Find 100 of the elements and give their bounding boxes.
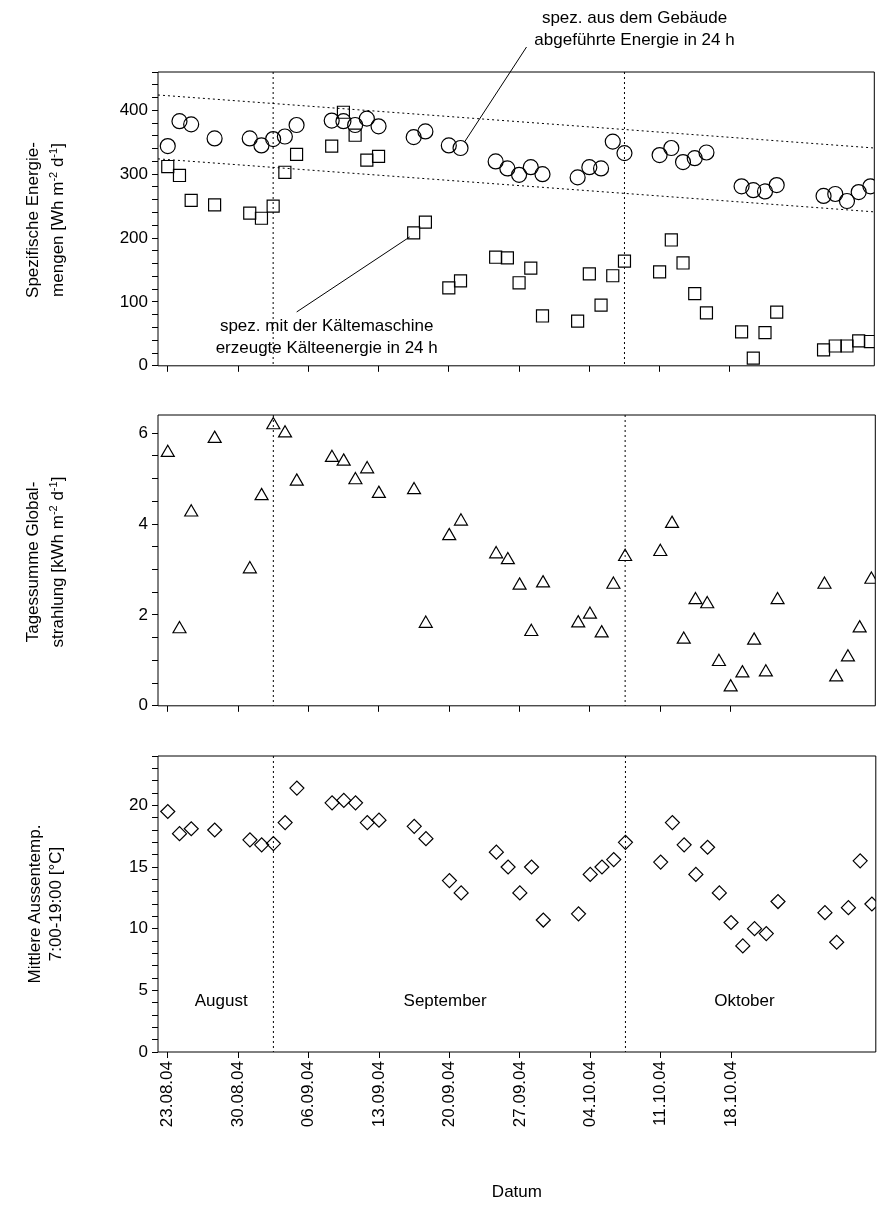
- point: [288, 116, 305, 134]
- point: [606, 576, 621, 589]
- point: [606, 852, 622, 868]
- point: [594, 625, 609, 638]
- point: [512, 885, 528, 901]
- point: [348, 128, 362, 142]
- point: [534, 166, 551, 183]
- point: [688, 287, 702, 301]
- point: [817, 576, 832, 589]
- point: [206, 130, 223, 147]
- point: [500, 859, 516, 875]
- point: [840, 649, 856, 662]
- point: [676, 631, 691, 644]
- point: [512, 276, 526, 290]
- point: [535, 309, 550, 323]
- point: [700, 595, 715, 609]
- point: [569, 169, 586, 186]
- point: [242, 560, 257, 574]
- point: [160, 444, 175, 458]
- point: [653, 543, 668, 557]
- point: [184, 193, 198, 207]
- point: [686, 150, 703, 167]
- point: [335, 113, 352, 130]
- point: [453, 513, 469, 526]
- point: [265, 835, 281, 852]
- point: [184, 504, 199, 517]
- point: [418, 831, 434, 847]
- point: [452, 139, 469, 157]
- y-tick-label: 10: [129, 918, 148, 938]
- point: [359, 815, 375, 831]
- point: [276, 128, 293, 145]
- y-tick-label: 6: [138, 422, 148, 442]
- point: [254, 837, 270, 853]
- point: [418, 615, 433, 628]
- point: [582, 606, 598, 619]
- point: [747, 632, 762, 645]
- point: [266, 416, 281, 430]
- point: [735, 664, 750, 678]
- point: [254, 211, 269, 225]
- point: [664, 815, 680, 831]
- point: [745, 182, 762, 199]
- point: [723, 679, 738, 692]
- x-tick-label: 20.09.04: [439, 1061, 459, 1128]
- y-tick-label: 200: [119, 227, 148, 247]
- point: [570, 906, 587, 922]
- point: [746, 921, 763, 937]
- point: [758, 325, 772, 340]
- point: [618, 548, 633, 562]
- x-tick-label: 18.10.04: [720, 1061, 740, 1128]
- point: [278, 165, 292, 179]
- point: [616, 145, 633, 162]
- point: [815, 187, 832, 205]
- point: [336, 105, 351, 119]
- point: [653, 854, 669, 870]
- point: [594, 298, 608, 312]
- point: [159, 137, 176, 155]
- y-tick-label: 20: [129, 795, 148, 815]
- point: [406, 818, 422, 834]
- point: [172, 620, 187, 634]
- point: [735, 938, 751, 954]
- x-tick-label: 30.08.04: [227, 1061, 247, 1128]
- y-tick-label: 4: [138, 513, 148, 533]
- point: [160, 803, 176, 820]
- point: [183, 116, 200, 133]
- y-axis-title: Mittlere Aussentemp. 7:00-19:00 [°C]: [24, 824, 66, 984]
- point: [161, 159, 175, 174]
- point: [243, 206, 257, 220]
- point: [348, 471, 363, 485]
- y-tick-label: 5: [138, 980, 148, 1000]
- point: [500, 551, 515, 565]
- point: [664, 515, 680, 528]
- point: [663, 139, 680, 157]
- point: [440, 137, 457, 154]
- point: [592, 160, 610, 177]
- point: [489, 250, 503, 264]
- point: [676, 837, 692, 853]
- point: [571, 615, 586, 628]
- point: [617, 254, 632, 268]
- point: [172, 168, 187, 183]
- point: [581, 159, 598, 176]
- x-axis-title: Datum: [491, 1182, 542, 1202]
- point: [723, 914, 739, 931]
- point: [323, 112, 340, 129]
- y-tick-label: 0: [138, 695, 148, 715]
- annotation: spez. aus dem Gebäude abgeführte Energie in 24 h: [534, 7, 735, 49]
- point: [171, 826, 188, 842]
- point: [336, 792, 352, 808]
- y-tick-label: 0: [138, 355, 148, 375]
- point: [324, 795, 340, 811]
- point: [360, 153, 374, 167]
- point: [746, 351, 760, 365]
- point: [242, 832, 258, 848]
- point: [489, 545, 504, 559]
- point: [688, 866, 704, 882]
- point: [840, 900, 857, 916]
- point: [524, 261, 538, 275]
- point: [406, 481, 422, 495]
- annotation: September: [403, 991, 488, 1011]
- point: [324, 449, 340, 463]
- point: [254, 487, 269, 501]
